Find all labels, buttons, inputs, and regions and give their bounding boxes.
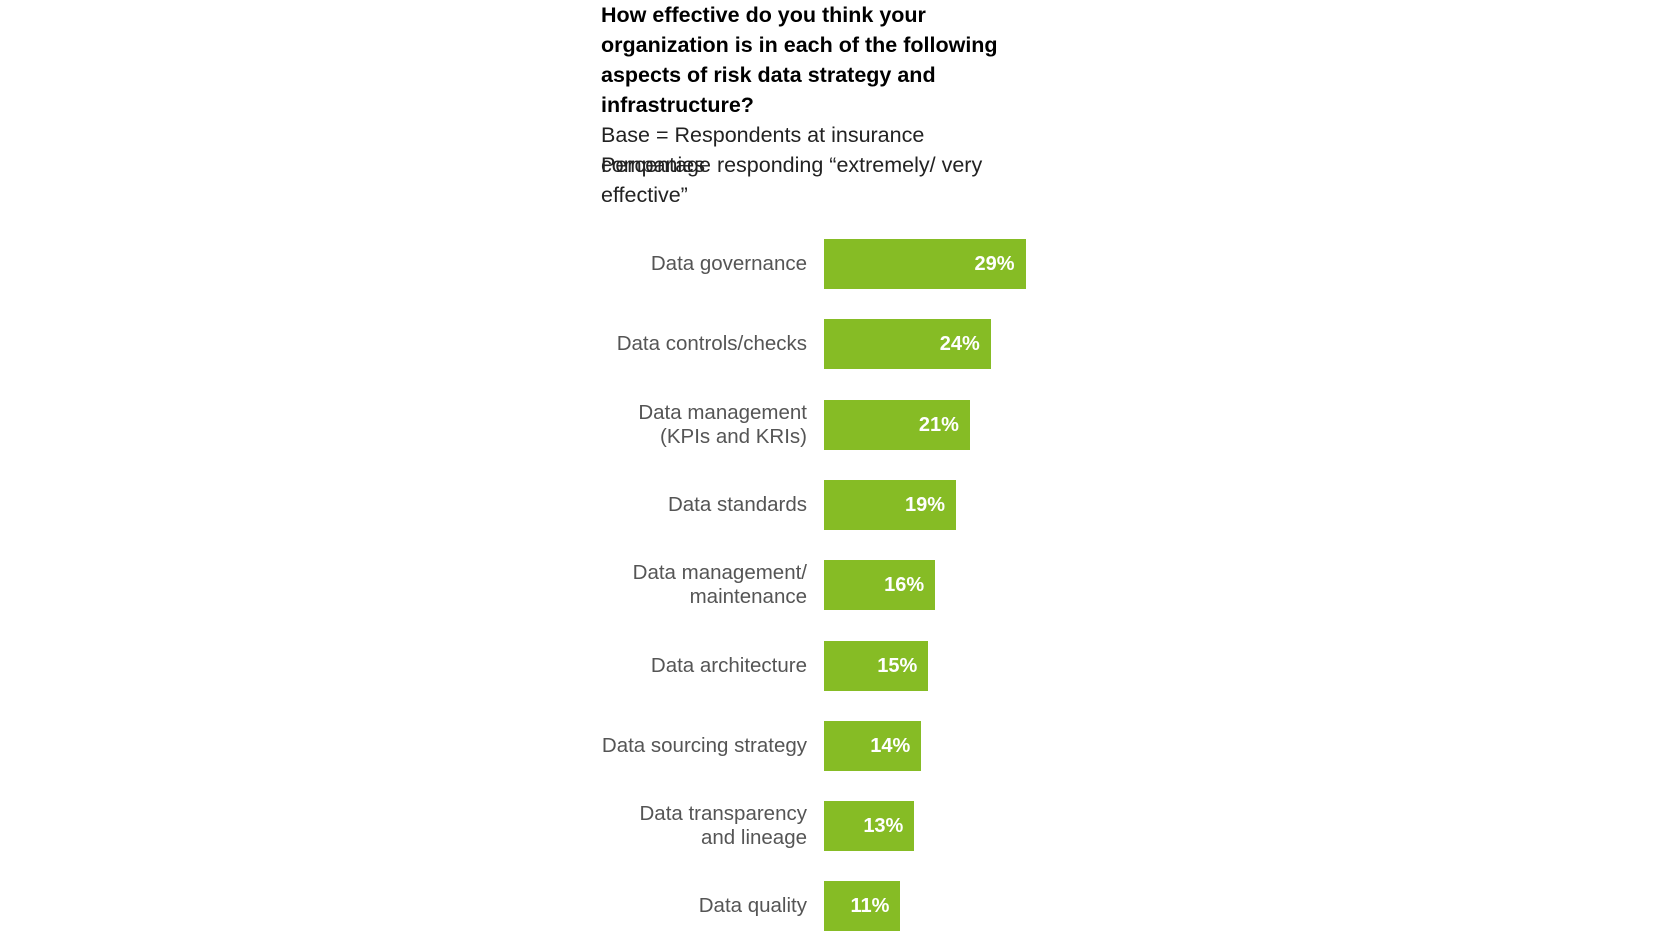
value-label: 14%: [870, 734, 911, 757]
category-label: Data controls/checks: [616, 332, 807, 356]
category-label: Data quality: [698, 894, 807, 918]
chart-title: How effective do you think your organiza…: [601, 3, 998, 117]
bar: [824, 319, 991, 370]
value-label: 29%: [974, 253, 1015, 275]
value-label: 24%: [939, 333, 980, 356]
value-label: 15%: [877, 654, 918, 677]
bar: [824, 640, 929, 691]
category-label: Data governance: [650, 252, 807, 275]
bar: [824, 560, 936, 611]
category-label: Data standards: [667, 492, 807, 516]
bar: [824, 801, 915, 852]
value-label: 13%: [863, 815, 904, 838]
bar: [824, 720, 922, 771]
bar: [824, 399, 970, 450]
value-label: 11%: [850, 895, 890, 918]
category-label: Data management/ maintenance: [632, 561, 807, 609]
category-label: Data transparency and lineage: [639, 802, 807, 850]
value-label: 16%: [884, 574, 925, 597]
bar: [824, 881, 901, 932]
bar: [824, 479, 957, 530]
bar: [824, 239, 1026, 289]
subtitle: Percentage responding “extremely/ very e…: [601, 153, 983, 207]
category-label: Data sourcing strategy: [601, 733, 807, 757]
subtitle: Base = Respondents at insurance companie…: [601, 123, 925, 177]
value-label: 21%: [918, 413, 959, 436]
category-label: Data architecture: [650, 653, 807, 677]
category-label: Data management (KPIs and KRIs): [638, 400, 807, 448]
value-label: 19%: [905, 493, 946, 516]
